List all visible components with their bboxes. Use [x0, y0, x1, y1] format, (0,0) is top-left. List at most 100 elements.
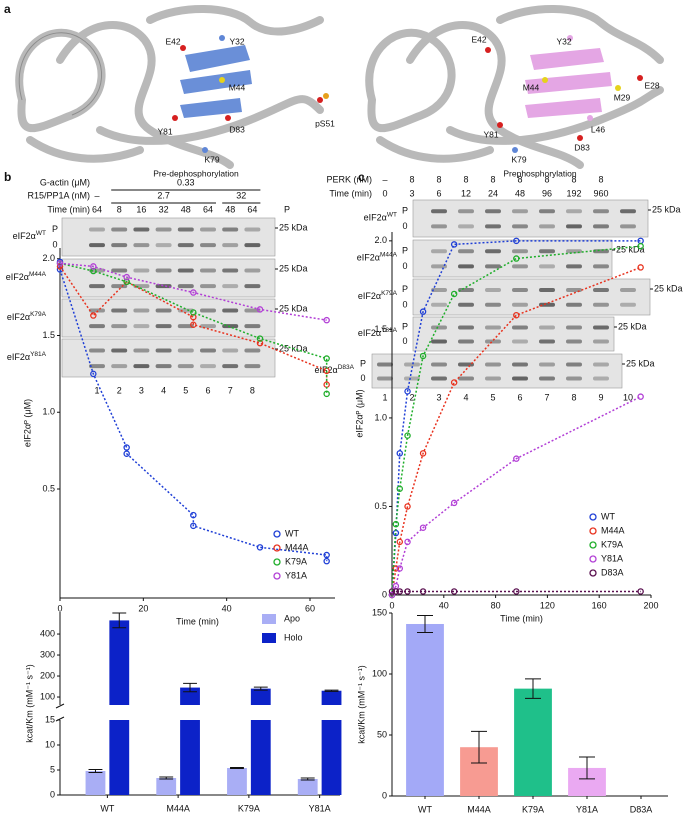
band [431, 376, 447, 381]
band [458, 249, 474, 254]
point [637, 588, 644, 595]
band-label: P [52, 224, 58, 234]
band-label: 0 [52, 240, 57, 250]
point [450, 499, 458, 507]
band-label: P [402, 205, 408, 215]
band [200, 324, 216, 329]
variant: Y81A [381, 327, 398, 334]
residue-label: E42 [471, 34, 486, 44]
residue-label: Y32 [229, 36, 244, 46]
error-bar [230, 767, 244, 769]
band [458, 376, 474, 381]
gel-header-entry: 192 [566, 188, 581, 198]
x-tick-label: 40 [439, 600, 449, 610]
point [404, 503, 411, 510]
band [431, 325, 447, 330]
gel-strip [61, 258, 276, 298]
fit-line [59, 262, 327, 321]
gel-header-label: PERK (nM) [326, 174, 372, 184]
residue-label: Y32 [556, 36, 571, 46]
size-marker: 25 kDa [616, 244, 645, 254]
band [155, 284, 172, 289]
gel-header-entry: 48 [181, 204, 191, 214]
band [89, 284, 105, 289]
variant: M44A [29, 271, 47, 278]
variant: K79A [30, 311, 47, 318]
gel-header-entry: 48 [515, 188, 525, 198]
error-bar [183, 682, 197, 693]
band [377, 376, 393, 381]
lane-number: 3 [139, 385, 144, 395]
band [222, 308, 239, 313]
band [244, 227, 261, 232]
band [620, 209, 636, 214]
band [458, 209, 474, 214]
residue-label: M44 [229, 82, 246, 92]
bar-lower [250, 720, 271, 795]
error-bar [525, 678, 541, 699]
band [244, 308, 261, 313]
gel-header-entry: 8 [117, 204, 122, 214]
band [200, 268, 216, 273]
band [89, 227, 105, 232]
band-label: 0 [402, 299, 407, 309]
gel-strip [61, 217, 276, 257]
bar-lower [321, 720, 342, 795]
lane-number: 9 [598, 392, 603, 402]
band [133, 308, 150, 313]
residue-label: D83 [229, 124, 245, 134]
gel-row-label: eIF2αK79A [358, 290, 398, 302]
point [419, 588, 427, 595]
size-marker: 25 kDa [618, 321, 647, 331]
protein-name: eIF2α [7, 352, 30, 362]
band-label: 0 [360, 373, 365, 383]
variant: D83A [338, 364, 355, 371]
gel-header-entry: 8 [598, 174, 603, 184]
band [431, 339, 447, 344]
legend-label: Y81A [601, 553, 623, 563]
gel-header-entry: 32 [159, 204, 169, 214]
error-bar [159, 776, 174, 780]
band-label: 0 [402, 336, 407, 346]
band [593, 302, 609, 307]
band [485, 288, 501, 292]
protein-name: eIF2α [6, 272, 29, 282]
band [177, 284, 194, 289]
band [539, 376, 555, 381]
band [485, 264, 501, 269]
residue-label: E42 [165, 36, 180, 46]
band [155, 324, 172, 329]
x-tick-label: 160 [592, 600, 607, 610]
x-tick-label: Y81A [309, 803, 331, 813]
fit-line [59, 261, 328, 562]
gel-strip [412, 199, 649, 238]
bar [227, 768, 247, 795]
y-tick-label: 100 [372, 668, 387, 678]
protein-name: eIF2α [358, 291, 381, 301]
x-tick-label: K79A [522, 804, 544, 814]
lane-number: 1 [382, 392, 387, 402]
gel-row-label: eIF2αD83A [315, 364, 355, 376]
variant: WT [36, 230, 46, 237]
y-tick-label: 15 [45, 714, 55, 724]
x-tick-label: 20 [138, 603, 148, 613]
band [133, 324, 150, 329]
band [431, 302, 447, 307]
legend-marker [273, 544, 281, 552]
point [323, 551, 330, 559]
y-axis-label: eIF2αᴾ (μM) [354, 389, 364, 437]
band [200, 243, 216, 248]
band [485, 376, 501, 381]
band [566, 224, 582, 229]
gel-header-entry: 8 [436, 174, 441, 184]
point [396, 485, 404, 493]
band [244, 284, 261, 289]
point [513, 237, 520, 245]
band [512, 288, 528, 292]
band-label: P [402, 322, 408, 332]
residue-label: M44 [523, 82, 540, 92]
band [89, 324, 105, 329]
bar [297, 779, 318, 795]
band [222, 227, 239, 232]
